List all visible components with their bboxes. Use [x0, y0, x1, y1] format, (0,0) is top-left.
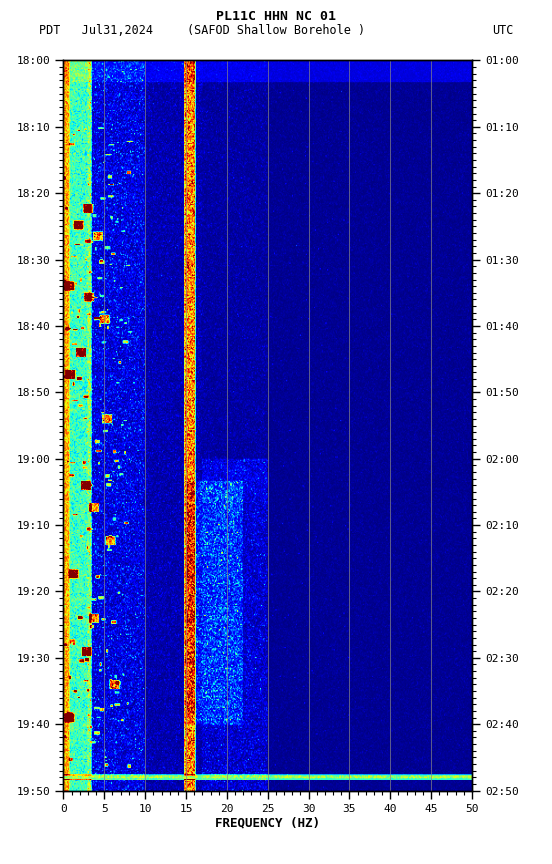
X-axis label: FREQUENCY (HZ): FREQUENCY (HZ)	[215, 816, 320, 829]
Text: UTC: UTC	[492, 24, 513, 37]
Text: PL11C HHN NC 01: PL11C HHN NC 01	[216, 10, 336, 23]
Text: (SAFOD Shallow Borehole ): (SAFOD Shallow Borehole )	[187, 24, 365, 37]
Text: PDT   Jul31,2024: PDT Jul31,2024	[39, 24, 153, 37]
